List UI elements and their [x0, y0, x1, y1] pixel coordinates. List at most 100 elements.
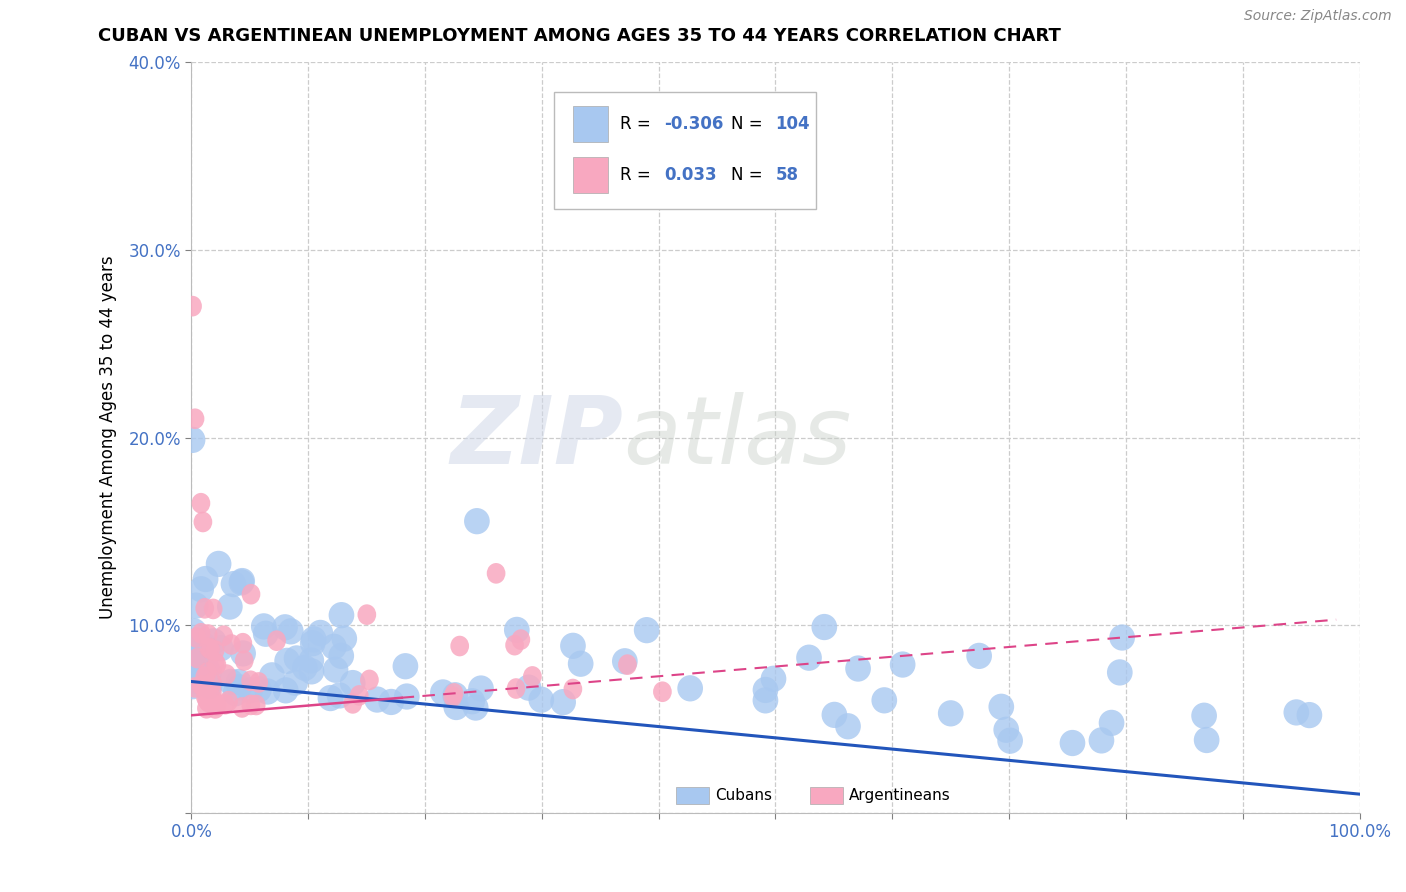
Ellipse shape	[568, 650, 593, 677]
Ellipse shape	[1296, 702, 1322, 728]
Ellipse shape	[242, 695, 260, 715]
Ellipse shape	[188, 576, 214, 602]
Ellipse shape	[193, 654, 219, 680]
Ellipse shape	[1284, 699, 1309, 725]
Ellipse shape	[811, 614, 837, 640]
Ellipse shape	[994, 716, 1019, 743]
Ellipse shape	[254, 679, 280, 705]
Ellipse shape	[845, 656, 870, 681]
Ellipse shape	[560, 632, 586, 659]
Ellipse shape	[430, 680, 456, 706]
Text: R =: R =	[620, 166, 651, 184]
Ellipse shape	[1060, 730, 1085, 756]
Ellipse shape	[443, 694, 470, 720]
Ellipse shape	[468, 675, 494, 702]
Ellipse shape	[890, 651, 915, 678]
Ellipse shape	[273, 615, 298, 640]
Ellipse shape	[180, 662, 205, 688]
Ellipse shape	[997, 728, 1024, 754]
Ellipse shape	[181, 618, 207, 644]
Ellipse shape	[364, 687, 389, 713]
Ellipse shape	[193, 646, 218, 672]
FancyBboxPatch shape	[574, 157, 609, 193]
Ellipse shape	[821, 702, 848, 728]
Text: 0.033: 0.033	[665, 166, 717, 184]
Ellipse shape	[195, 666, 214, 687]
Ellipse shape	[198, 691, 218, 713]
Ellipse shape	[238, 677, 263, 704]
Ellipse shape	[226, 674, 252, 700]
Ellipse shape	[218, 669, 243, 695]
Ellipse shape	[444, 683, 464, 704]
Ellipse shape	[222, 634, 240, 655]
Ellipse shape	[761, 665, 786, 692]
Ellipse shape	[229, 569, 254, 596]
Ellipse shape	[205, 550, 232, 577]
Ellipse shape	[180, 650, 205, 676]
Ellipse shape	[835, 713, 860, 739]
Ellipse shape	[443, 687, 463, 707]
Ellipse shape	[235, 650, 253, 671]
Ellipse shape	[229, 568, 254, 594]
Ellipse shape	[298, 658, 325, 684]
Ellipse shape	[1107, 659, 1133, 686]
Ellipse shape	[259, 662, 285, 689]
Ellipse shape	[652, 681, 672, 702]
Ellipse shape	[187, 627, 205, 648]
Ellipse shape	[1194, 727, 1219, 753]
Ellipse shape	[326, 682, 353, 708]
Text: Argentineans: Argentineans	[849, 789, 950, 803]
Ellipse shape	[197, 698, 215, 719]
Ellipse shape	[201, 639, 219, 659]
Ellipse shape	[392, 653, 418, 680]
Ellipse shape	[208, 655, 226, 675]
Ellipse shape	[191, 623, 211, 644]
Ellipse shape	[872, 687, 897, 714]
Ellipse shape	[194, 512, 212, 533]
Ellipse shape	[619, 655, 637, 675]
Ellipse shape	[1191, 703, 1218, 729]
Ellipse shape	[443, 682, 468, 708]
Ellipse shape	[242, 671, 260, 691]
Ellipse shape	[190, 644, 217, 671]
Ellipse shape	[253, 621, 278, 647]
Ellipse shape	[204, 673, 222, 693]
Ellipse shape	[273, 677, 298, 704]
Ellipse shape	[191, 493, 211, 514]
Ellipse shape	[343, 693, 363, 714]
Ellipse shape	[205, 640, 225, 661]
Ellipse shape	[226, 669, 252, 695]
Ellipse shape	[308, 620, 333, 646]
Ellipse shape	[197, 687, 215, 707]
Ellipse shape	[1098, 710, 1125, 736]
Ellipse shape	[187, 633, 214, 660]
Ellipse shape	[180, 671, 205, 697]
Ellipse shape	[221, 571, 246, 597]
Ellipse shape	[332, 625, 357, 652]
Ellipse shape	[246, 676, 271, 703]
Ellipse shape	[329, 643, 354, 669]
Ellipse shape	[274, 648, 299, 674]
Ellipse shape	[752, 687, 779, 714]
Ellipse shape	[180, 644, 205, 671]
Ellipse shape	[301, 626, 326, 652]
Ellipse shape	[796, 645, 823, 671]
Ellipse shape	[197, 690, 217, 710]
Text: N =: N =	[731, 166, 762, 184]
Ellipse shape	[318, 685, 343, 711]
Ellipse shape	[204, 599, 222, 619]
Ellipse shape	[205, 652, 225, 673]
Ellipse shape	[278, 618, 304, 645]
Ellipse shape	[292, 655, 318, 681]
Ellipse shape	[202, 682, 222, 703]
Ellipse shape	[200, 691, 218, 712]
Ellipse shape	[463, 694, 488, 721]
Ellipse shape	[550, 689, 576, 715]
Ellipse shape	[523, 666, 541, 687]
Ellipse shape	[752, 677, 779, 703]
Ellipse shape	[1109, 624, 1135, 650]
Ellipse shape	[197, 673, 222, 698]
Ellipse shape	[564, 679, 582, 699]
Ellipse shape	[357, 604, 377, 625]
Ellipse shape	[283, 670, 308, 696]
